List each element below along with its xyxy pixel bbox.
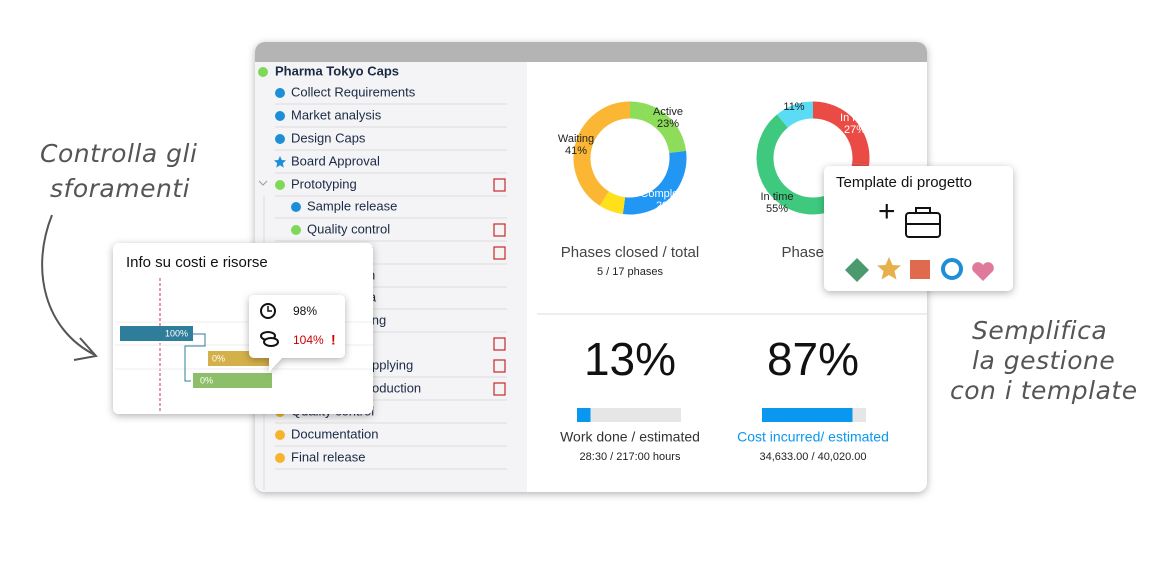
popup-title: Template di progetto bbox=[836, 174, 972, 191]
progress-track bbox=[577, 408, 681, 422]
task-name: Pharma Tokyo Caps bbox=[275, 63, 399, 78]
donut-slice bbox=[622, 150, 687, 215]
callout-text: sforamenti bbox=[50, 174, 190, 203]
status-dot bbox=[275, 88, 285, 98]
stat-detail: 34,633.00 / 40,020.00 bbox=[759, 451, 866, 463]
callout-text: Controlla gli bbox=[40, 139, 197, 168]
task-name: pplying bbox=[372, 357, 413, 372]
milestone-icon bbox=[273, 156, 287, 168]
stat-title: Cost incurred/ estimated bbox=[737, 429, 889, 445]
alert: ! bbox=[331, 332, 336, 348]
popup-title: Info su costi e risorse bbox=[126, 254, 268, 271]
cost-value: 104% bbox=[293, 333, 324, 347]
slice-label: 41% bbox=[565, 145, 587, 157]
slice-label: 29% bbox=[656, 200, 678, 212]
task-name: Quality control bbox=[307, 221, 390, 236]
status-dot bbox=[275, 111, 285, 121]
callout-text: con i template bbox=[950, 376, 1138, 405]
calendar-icon bbox=[493, 246, 506, 260]
donut-title: Phases closed / total bbox=[561, 244, 699, 261]
slice-label: 27% bbox=[844, 124, 866, 136]
callout-text: la gestione bbox=[972, 346, 1115, 375]
status-dot bbox=[291, 225, 301, 235]
task-name: Documentation bbox=[291, 426, 378, 441]
cost-popup: Info su costi e risorse 100% 0% 0% 98% 1… bbox=[113, 243, 373, 414]
task-name: Design Caps bbox=[291, 130, 366, 145]
task-name: Market analysis bbox=[291, 107, 382, 122]
progress-fill bbox=[762, 408, 853, 422]
bar-label: 100% bbox=[165, 328, 188, 338]
bar-label: 0% bbox=[200, 375, 213, 385]
status-dot bbox=[275, 453, 285, 463]
slice-name: Waiting bbox=[558, 133, 594, 145]
slice-name: Active bbox=[653, 106, 683, 118]
calendar-icon bbox=[493, 359, 506, 373]
slice-label: 55% bbox=[766, 203, 788, 215]
plus: + bbox=[878, 195, 896, 228]
task-name: oduction bbox=[372, 380, 421, 395]
status-dot bbox=[291, 202, 301, 212]
stat-value: 87% bbox=[767, 333, 859, 385]
status-dot bbox=[275, 180, 285, 190]
calendar-icon bbox=[493, 223, 506, 237]
time-value: 98% bbox=[293, 304, 317, 318]
calendar-icon bbox=[493, 337, 506, 351]
slice-name: In late bbox=[840, 112, 870, 124]
stat-value: 13% bbox=[584, 333, 676, 385]
task-name: Sample release bbox=[307, 198, 397, 213]
arrow bbox=[41, 214, 98, 361]
stat-detail: 28:30 / 217:00 hours bbox=[580, 451, 681, 463]
callout-text: Semplifica bbox=[972, 316, 1107, 345]
status-dot bbox=[275, 430, 285, 440]
chevron bbox=[258, 180, 268, 186]
slice-name: Completed bbox=[640, 188, 693, 200]
slice-label: 23% bbox=[657, 118, 679, 130]
task-name: Prototyping bbox=[291, 176, 357, 191]
donut-slice bbox=[776, 101, 814, 128]
bar-label: 0% bbox=[212, 353, 225, 363]
task-name: Final release bbox=[291, 449, 365, 464]
progress-fill bbox=[577, 408, 591, 422]
title-bar bbox=[255, 42, 927, 62]
status-dot bbox=[258, 67, 268, 77]
calendar-icon bbox=[493, 382, 506, 396]
calendar-icon bbox=[493, 178, 506, 192]
task-name: Collect Requirements bbox=[291, 84, 416, 99]
template-popup: Template di progetto + bbox=[824, 166, 1013, 291]
slice-name: In time bbox=[760, 191, 793, 203]
donut-slice bbox=[629, 101, 687, 154]
donut-slice bbox=[599, 191, 626, 215]
slice-label: 11% bbox=[783, 101, 804, 113]
donut-slice bbox=[812, 101, 870, 166]
status-dot bbox=[275, 134, 285, 144]
donut-slice bbox=[573, 101, 631, 206]
task-name: Board Approval bbox=[291, 153, 380, 168]
donut-subtitle: 5 / 17 phases bbox=[597, 266, 664, 278]
stat-title: Work done / estimated bbox=[560, 429, 700, 445]
